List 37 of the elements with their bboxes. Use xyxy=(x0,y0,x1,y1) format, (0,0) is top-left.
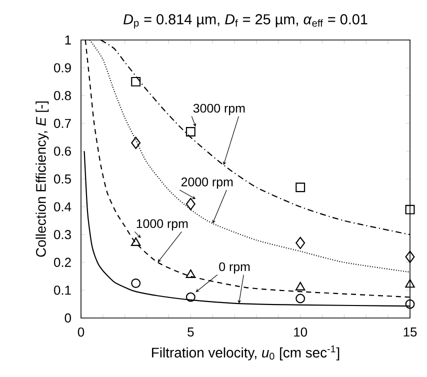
point xyxy=(405,279,415,288)
point xyxy=(186,269,196,278)
point xyxy=(295,282,306,290)
y-tick-label: 0 xyxy=(64,313,71,323)
point xyxy=(186,127,196,136)
point xyxy=(130,237,141,246)
point xyxy=(186,292,196,302)
x-tick-label: 0 xyxy=(78,327,84,337)
point xyxy=(131,76,141,86)
y-tick-label: 0.5 xyxy=(54,174,71,184)
y-tick-label: 0.9 xyxy=(54,63,71,72)
y-tick-label: 0.6 xyxy=(54,146,71,156)
point xyxy=(296,236,306,250)
point xyxy=(296,182,306,192)
point xyxy=(131,278,141,288)
annotation: 3000 rpm xyxy=(193,104,245,116)
y-tick-label: 0.1 xyxy=(54,286,71,295)
x-tick-label: 5 xyxy=(188,328,194,337)
y-tick-label: 1 xyxy=(65,36,71,44)
annotation: 2000 rpm xyxy=(181,178,233,189)
point xyxy=(405,299,415,309)
annotation: 1000 rpm xyxy=(136,219,188,231)
x-tick-label: 10 xyxy=(294,327,308,337)
chart-title: D$_{p}$ = 0.814 µm, D$_{f}$ = 25 µm, α$_{eff}$ = 0.01 xyxy=(123,14,368,28)
y-tick-label: 0.4 xyxy=(54,202,72,212)
point xyxy=(131,136,141,149)
y-tick-label: 0.7 xyxy=(54,118,71,128)
annotation: 0 rpm xyxy=(219,262,250,274)
point xyxy=(405,250,415,263)
x-tick-label: 15 xyxy=(404,328,417,337)
point xyxy=(296,294,306,304)
y-tick-label: 0.2 xyxy=(54,258,71,267)
x-axis-title: Filtration velocity, u$_{0}$ [cm sec$^{-1}$] xyxy=(152,346,340,360)
point xyxy=(405,204,415,214)
y-axis-title: Collection Efficiency, E [-] xyxy=(36,102,49,257)
y-tick-label: 0.8 xyxy=(54,91,71,100)
y-tick-label: 0.3 xyxy=(54,230,71,240)
